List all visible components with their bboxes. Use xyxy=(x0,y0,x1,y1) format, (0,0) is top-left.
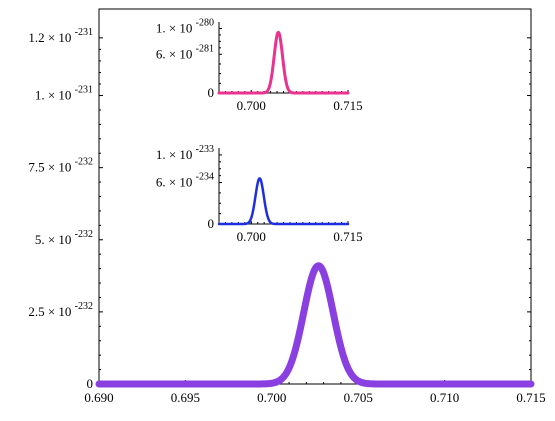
main-y-tick-label: 5. × 10 -232 xyxy=(35,229,93,247)
inset-top-y-tick-label: 0 xyxy=(208,85,215,100)
main-y-tick-label: 7.5 × 10 -232 xyxy=(28,157,93,175)
inset-top-series-line xyxy=(217,30,350,95)
inset-top-y-tick-label: 6. × 10 -281 xyxy=(156,43,214,61)
inset-top-y-tick-label: 1. × 10 -280 xyxy=(156,17,214,35)
inset-mid-y-tick-label: 6. × 10 -234 xyxy=(156,172,214,190)
main-x-tick-label: 0.715 xyxy=(516,390,545,405)
main-y-tick-label: 1. × 10 -231 xyxy=(35,85,93,103)
inset-mid-x-tick-label: 0.700 xyxy=(237,229,266,244)
inset-top-x-tick-label: 0.700 xyxy=(237,98,266,113)
main-x-tick-label: 0.700 xyxy=(257,390,286,405)
main-series-line xyxy=(95,262,535,388)
inset-mid-x-tick-label: 0.715 xyxy=(333,229,362,244)
main-x-tick-label: 0.695 xyxy=(171,390,200,405)
inset-top-plot: 0.700 0.715 0 6. × 10 -281 1. × 10 -280 xyxy=(156,17,363,113)
main-y-tick-label: 1.2 × 10 -231 xyxy=(28,27,93,45)
main-frame xyxy=(98,8,532,385)
main-y-tick-label: 0 xyxy=(87,376,94,391)
inset-mid-y-tick-label: 0 xyxy=(208,216,215,231)
main-x-tick-label: 0.710 xyxy=(430,390,459,405)
main-y-tick-label: 2.5 × 10 -232 xyxy=(28,301,93,319)
inset-mid-y-tick-label: 1. × 10 -233 xyxy=(156,144,214,162)
inset-mid-series-line xyxy=(217,177,350,226)
inset-top-x-tick-label: 0.715 xyxy=(333,98,362,113)
main-x-tick-label: 0.690 xyxy=(84,390,113,405)
main-x-tick-label: 0.705 xyxy=(344,390,373,405)
inset-mid-plot: 0.700 0.715 0 6. × 10 -234 1. × 10 -233 xyxy=(156,144,363,244)
main-plot: 0.690 0.695 0.700 0.705 0.710 0.715 0 2.5 × 10 … xyxy=(28,8,546,405)
